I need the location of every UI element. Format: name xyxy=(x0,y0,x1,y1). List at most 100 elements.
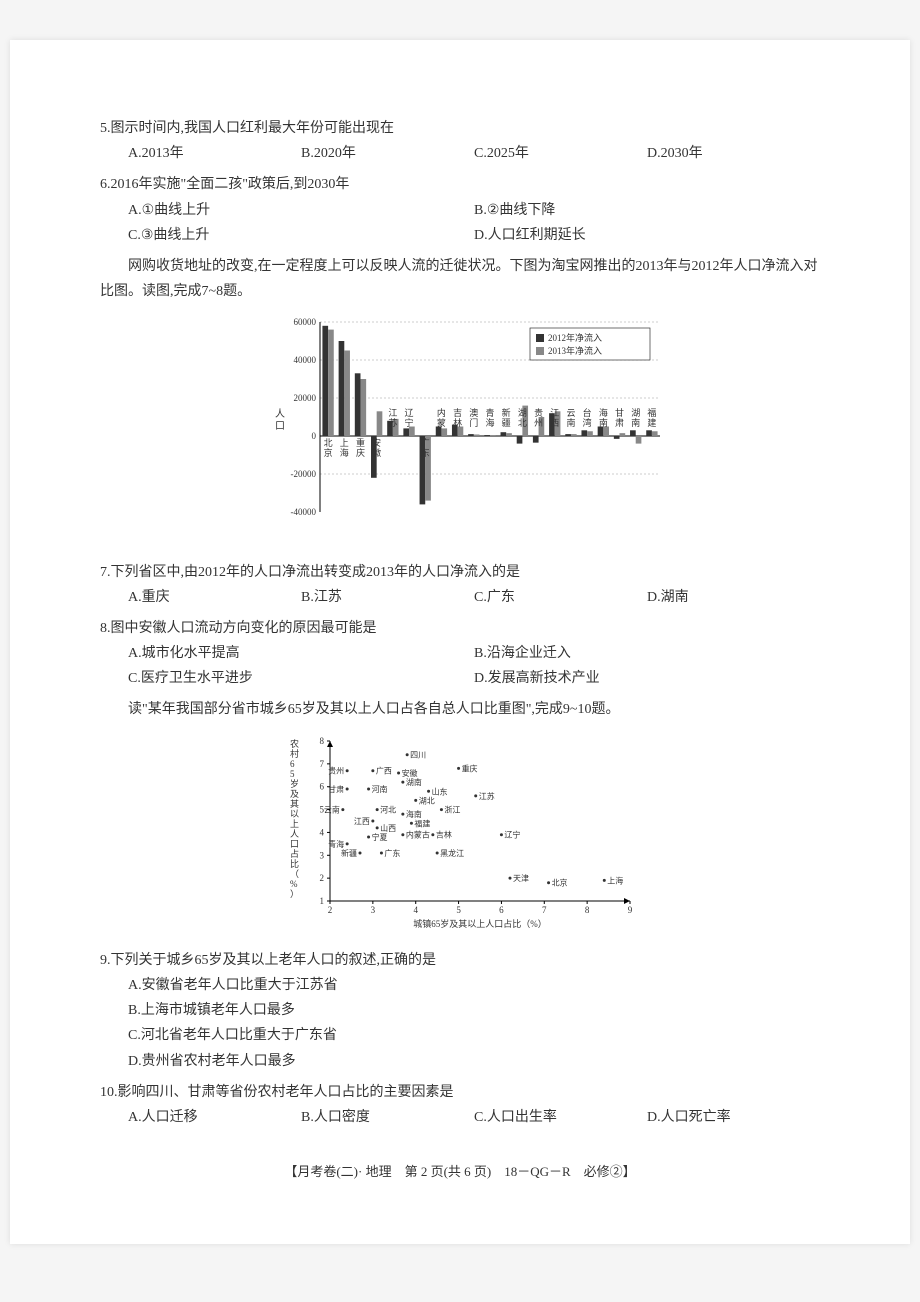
svg-text:浙江: 浙江 xyxy=(444,804,460,814)
svg-text:甘肃: 甘肃 xyxy=(615,407,624,428)
svg-text:3: 3 xyxy=(320,850,325,860)
svg-text:云南: 云南 xyxy=(566,408,575,428)
bar-chart-svg: -40000-200000200004000060000人口北京上海重庆安徽江苏… xyxy=(250,312,670,542)
svg-text:4: 4 xyxy=(413,905,418,915)
svg-text:河南: 河南 xyxy=(372,784,388,794)
svg-text:江苏: 江苏 xyxy=(479,790,495,800)
svg-text:8: 8 xyxy=(585,905,590,915)
intro-7-8: 网购收货地址的改变,在一定程度上可以反映人流的迁徙状况。下图为淘宝网推出的201… xyxy=(100,254,820,304)
svg-text:辽宁: 辽宁 xyxy=(504,829,520,839)
question-5: 5.图示时间内,我国人口红利最大年份可能出现在 A.2013年 B.2020年 … xyxy=(100,116,820,166)
svg-text:农村65岁及其以上人口占比（%）: 农村65岁及其以上人口占比（%） xyxy=(290,738,299,899)
svg-text:新疆: 新疆 xyxy=(502,407,511,428)
bar-chart-net-inflow: -40000-200000200004000060000人口北京上海重庆安徽江苏… xyxy=(100,312,820,551)
svg-text:江西: 江西 xyxy=(354,817,370,826)
svg-text:四川: 四川 xyxy=(410,750,426,759)
svg-text:1: 1 xyxy=(320,896,325,906)
q7-opt-d: D.湖南 xyxy=(647,585,820,610)
svg-text:广东: 广东 xyxy=(421,437,430,458)
q7-opt-c: C.广东 xyxy=(474,585,647,610)
svg-text:湖南: 湖南 xyxy=(631,408,640,428)
q6-opt-b: B.②曲线下降 xyxy=(474,198,820,223)
svg-text:3: 3 xyxy=(371,905,376,915)
svg-text:福建: 福建 xyxy=(647,407,656,428)
q9-stem: 9.下列关于城乡65岁及其以上老年人口的叙述,正确的是 xyxy=(100,948,820,973)
svg-text:城镇65岁及其以上人口占比（%）: 城镇65岁及其以上人口占比（%） xyxy=(413,918,547,929)
svg-text:2013年净流入: 2013年净流入 xyxy=(548,345,602,356)
svg-text:0: 0 xyxy=(312,431,317,441)
question-7: 7.下列省区中,由2012年的人口净流出转变成2013年的人口净流入的是 A.重… xyxy=(100,560,820,610)
q10-opt-b: B.人口密度 xyxy=(301,1105,474,1130)
svg-text:广西: 广西 xyxy=(376,765,392,775)
svg-text:重庆: 重庆 xyxy=(462,763,478,773)
svg-text:安徽: 安徽 xyxy=(372,437,381,458)
question-6: 6.2016年实施"全面二孩"政策后,到2030年 A.①曲线上升 B.②曲线下… xyxy=(100,172,820,248)
q8-opt-c: C.医疗卫生水平进步 xyxy=(128,666,474,691)
q6-opt-d: D.人口红利期延长 xyxy=(474,223,820,248)
q7-opt-a: A.重庆 xyxy=(128,585,301,610)
svg-text:贵州: 贵州 xyxy=(328,765,344,775)
svg-text:-40000: -40000 xyxy=(291,507,317,517)
q5-opt-c: C.2025年 xyxy=(474,141,647,166)
q5-opt-b: B.2020年 xyxy=(301,141,474,166)
q6-stem: 6.2016年实施"全面二孩"政策后,到2030年 xyxy=(100,172,820,197)
svg-text:6: 6 xyxy=(499,905,504,915)
q9-opt-a: A.安徽省老年人口比重大于江苏省 xyxy=(128,973,820,998)
svg-text:云南: 云南 xyxy=(324,804,340,814)
q9-options: A.安徽省老年人口比重大于江苏省 B.上海市城镇老年人口最多 C.河北省老年人口… xyxy=(128,973,820,1074)
q8-options: A.城市化水平提高 B.沿海企业迁入 C.医疗卫生水平进步 D.发展高新技术产业 xyxy=(128,641,820,691)
svg-text:6: 6 xyxy=(320,781,325,791)
q10-stem: 10.影响四川、甘肃等省份农村老年人口占比的主要因素是 xyxy=(100,1080,820,1105)
svg-text:甘肃: 甘肃 xyxy=(328,784,344,794)
q9-opt-d: D.贵州省农村老年人口最多 xyxy=(128,1049,820,1074)
svg-text:青海: 青海 xyxy=(328,838,344,848)
q10-opt-a: A.人口迁移 xyxy=(128,1105,301,1130)
q10-options: A.人口迁移 B.人口密度 C.人口出生率 D.人口死亡率 xyxy=(128,1105,820,1130)
svg-text:新疆: 新疆 xyxy=(341,848,357,858)
svg-text:7: 7 xyxy=(320,758,325,768)
svg-text:澳门: 澳门 xyxy=(469,407,478,428)
svg-text:5: 5 xyxy=(456,905,461,915)
svg-text:9: 9 xyxy=(628,905,633,915)
svg-text:天津: 天津 xyxy=(513,873,529,883)
svg-text:上海: 上海 xyxy=(340,438,349,458)
q5-opt-a: A.2013年 xyxy=(128,141,301,166)
q6-opt-c: C.③曲线上升 xyxy=(128,223,474,248)
svg-text:海南: 海南 xyxy=(406,809,422,819)
q7-opt-b: B.江苏 xyxy=(301,585,474,610)
svg-text:辽宁: 辽宁 xyxy=(405,408,414,428)
intro-9-10: 读"某年我国部分省市城乡65岁及其以上人口占各自总人口比重图",完成9~10题。 xyxy=(100,697,820,722)
question-8: 8.图中安徽人口流动方向变化的原因最可能是 A.城市化水平提高 B.沿海企业迁入… xyxy=(100,616,820,692)
q5-opt-d: D.2030年 xyxy=(647,141,820,166)
svg-text:山东: 山东 xyxy=(432,786,448,796)
svg-text:内蒙: 内蒙 xyxy=(437,407,446,428)
svg-text:湖南: 湖南 xyxy=(406,777,422,787)
svg-text:上海: 上海 xyxy=(607,875,623,885)
q8-opt-b: B.沿海企业迁入 xyxy=(474,641,820,666)
svg-text:湖北: 湖北 xyxy=(518,408,527,428)
page-footer: 【月考卷(二)· 地理 第 2 页(共 6 页) 18－QG－R 必修②】 xyxy=(100,1160,820,1183)
scatter-chart-svg: 2345678912345678城镇65岁及其以上人口占比（%）农村65岁及其以… xyxy=(270,731,650,931)
svg-text:贵州: 贵州 xyxy=(534,407,543,428)
svg-text:2: 2 xyxy=(320,873,325,883)
scatter-chart-aging: 2345678912345678城镇65岁及其以上人口占比（%）农村65岁及其以… xyxy=(100,731,820,940)
svg-text:台湾: 台湾 xyxy=(583,407,592,428)
svg-text:-20000: -20000 xyxy=(291,469,317,479)
q6-options: A.①曲线上升 B.②曲线下降 C.③曲线上升 D.人口红利期延长 xyxy=(128,198,820,248)
svg-text:福建: 福建 xyxy=(414,818,430,828)
svg-text:40000: 40000 xyxy=(294,355,317,365)
svg-text:宁夏: 宁夏 xyxy=(372,832,388,842)
svg-text:江苏: 江苏 xyxy=(388,408,397,428)
exam-page: 5.图示时间内,我国人口红利最大年份可能出现在 A.2013年 B.2020年 … xyxy=(10,40,910,1244)
q9-opt-b: B.上海市城镇老年人口最多 xyxy=(128,998,820,1023)
svg-text:人口: 人口 xyxy=(275,408,285,432)
svg-text:江西: 江西 xyxy=(550,408,559,428)
q7-options: A.重庆 B.江苏 C.广东 D.湖南 xyxy=(128,585,820,610)
svg-text:山西: 山西 xyxy=(380,822,396,832)
svg-text:安徽: 安徽 xyxy=(402,768,418,778)
svg-text:20000: 20000 xyxy=(294,393,317,403)
q8-stem: 8.图中安徽人口流动方向变化的原因最可能是 xyxy=(100,616,820,641)
q5-stem: 5.图示时间内,我国人口红利最大年份可能出现在 xyxy=(100,116,820,141)
svg-text:吉林: 吉林 xyxy=(453,408,462,428)
svg-text:北京: 北京 xyxy=(324,438,333,458)
